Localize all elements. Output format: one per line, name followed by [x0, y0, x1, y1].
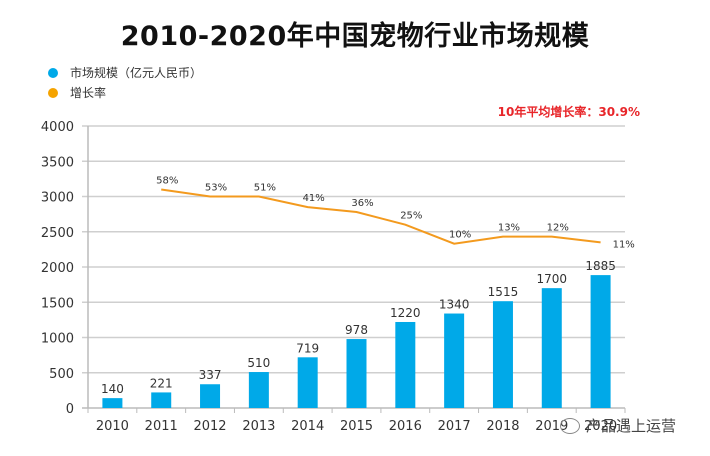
bar: [492, 301, 513, 408]
y-tick-label: 3000: [41, 191, 74, 206]
bar: [590, 275, 611, 408]
growth-rate-line: [161, 188, 601, 245]
bar: [541, 288, 562, 408]
y-tick-label: 500: [49, 367, 74, 382]
wechat-icon: [560, 417, 580, 434]
x-tick-label: 2014: [291, 419, 324, 434]
bar-data-label: 1515: [488, 285, 519, 299]
growth-rate-label: 51%: [254, 183, 276, 194]
chart-title: 2010-2020年中国宠物行业市场规模: [120, 21, 590, 52]
y-tick-label: 2500: [41, 226, 74, 241]
growth-rate-label: 10%: [449, 230, 471, 241]
bar: [102, 398, 123, 408]
legend-item-growth-rate: 增长率: [48, 84, 106, 101]
growth-rate-label: 58%: [156, 175, 178, 186]
legend-label-growth-rate: 增长率: [70, 86, 107, 100]
y-tick-label: 1500: [41, 296, 74, 311]
y-tick-label: 1000: [41, 332, 74, 347]
y-tick-label: 3500: [41, 155, 74, 170]
bar-data-label: 1885: [585, 259, 616, 273]
y-tick-label: 0: [66, 402, 74, 417]
bar-data-label: 1340: [439, 298, 470, 312]
bar-data-label: 978: [345, 323, 368, 337]
x-tick-label: 2015: [340, 419, 373, 434]
y-tick-label: 4000: [41, 120, 74, 135]
bar-data-label: 1700: [536, 272, 567, 286]
x-tick-label: 2010: [96, 419, 129, 434]
bar: [395, 321, 416, 408]
growth-rate-label: 53%: [205, 183, 227, 194]
bar-data-label: 1220: [390, 306, 421, 320]
x-tick-label: 2018: [486, 419, 519, 434]
y-tick-label: 2000: [41, 261, 74, 276]
x-tick-label: 2020: [584, 419, 617, 434]
bar-data-label: 140: [101, 382, 124, 396]
growth-rate-label: 25%: [400, 211, 422, 222]
bar-data-label: 221: [150, 376, 173, 390]
bar-data-label: 719: [296, 341, 319, 355]
growth-rate-label: 41%: [303, 193, 325, 204]
bar: [346, 339, 367, 408]
bar: [297, 357, 318, 408]
bar: [200, 384, 221, 408]
bar: [444, 313, 465, 408]
legend-marker-market-size: [48, 67, 58, 78]
growth-rate-label: 36%: [351, 198, 373, 209]
x-tick-label: 2013: [242, 419, 275, 434]
legend-marker-growth-rate: [48, 87, 58, 98]
legend-label-market-size: 市场规模（亿元人民币）: [70, 66, 203, 80]
growth-rate-label: 12%: [547, 223, 569, 234]
watermark-text: 产品遇上运营: [586, 417, 677, 435]
bar: [151, 392, 172, 408]
legend-item-market-size: 市场规模（亿元人民币）: [48, 64, 202, 81]
growth-rate-label: 13%: [498, 223, 520, 234]
average-growth-annotation: 10年平均增长率：30.9%: [497, 105, 640, 119]
x-tick-label: 2012: [193, 419, 226, 434]
growth-rate-label: 11%: [613, 239, 635, 250]
x-tick-label: 2016: [389, 419, 422, 434]
x-tick-label: 2017: [438, 419, 471, 434]
x-tick-label: 2011: [145, 419, 178, 434]
watermark: 产品遇上运营: [560, 415, 676, 436]
bar-data-label: 337: [199, 368, 222, 382]
bar-data-label: 510: [247, 356, 270, 370]
bar: [248, 372, 269, 408]
